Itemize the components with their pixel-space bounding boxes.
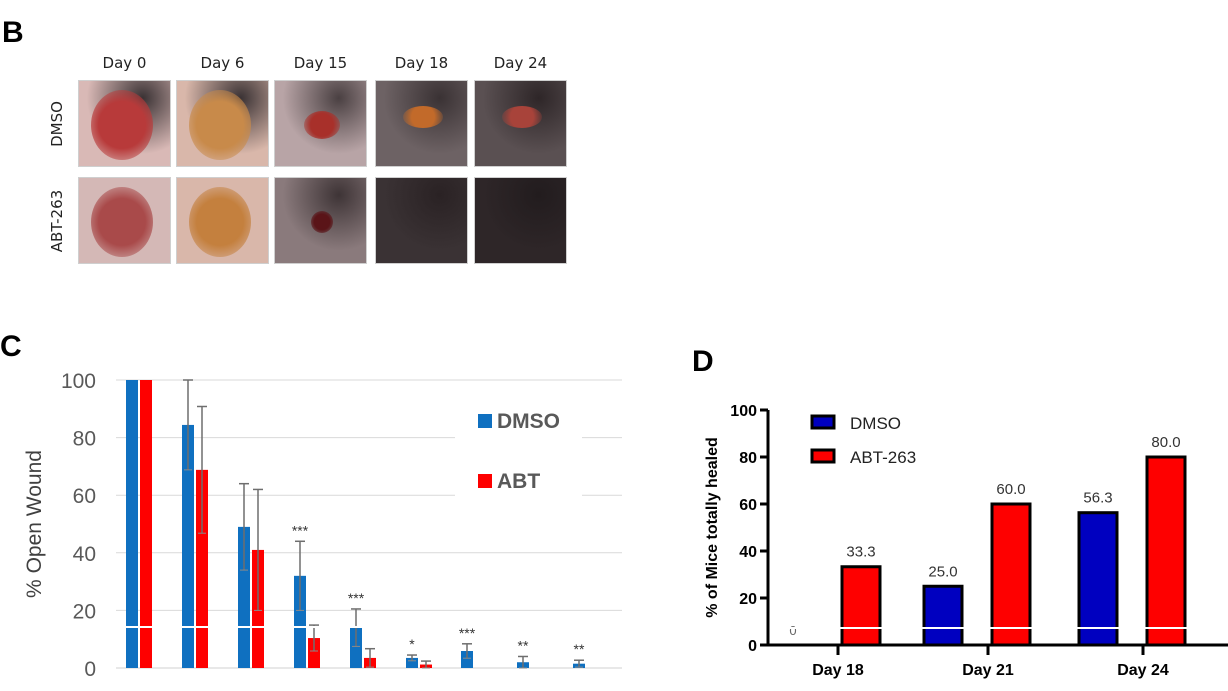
day-label: Day 15 — [293, 54, 348, 72]
wound-area — [303, 110, 340, 139]
legend-swatch-dmso — [810, 414, 836, 430]
wound-area — [90, 186, 153, 257]
bar-dmso — [350, 627, 362, 668]
legend-label: ABT — [497, 470, 540, 493]
legend-label: DMSO — [850, 414, 901, 433]
y-tick-label: 60 — [739, 497, 757, 514]
wound-photo — [78, 80, 171, 167]
bar-abt — [140, 380, 152, 668]
bar-abt-263 — [990, 502, 1032, 647]
legend-swatch-abt-263 — [810, 448, 836, 464]
bar-dmso — [182, 424, 194, 668]
bar-dmso — [238, 526, 250, 668]
day-label: Day 0 — [102, 54, 147, 72]
wound-photo — [176, 177, 269, 264]
y-tick-label: 40 — [739, 544, 757, 561]
x-tick-label: Day 21 — [962, 662, 1014, 679]
data-label: 25.0 — [928, 563, 957, 580]
bar-dmso — [461, 651, 473, 668]
wound-photo — [474, 177, 567, 264]
legend-swatch-abt — [478, 474, 492, 488]
panel-d-letter: D — [692, 345, 714, 378]
legend-swatch-dmso — [478, 414, 492, 428]
x-tick-label: Day 18 — [812, 662, 864, 679]
legend-label: ABT-263 — [850, 448, 916, 467]
data-label: 0 — [789, 623, 796, 638]
significance-marker: *** — [348, 590, 365, 606]
bar-dmso — [922, 584, 964, 647]
bar-abt-263 — [840, 565, 882, 647]
y-tick-label: 80 — [739, 450, 757, 467]
legend-label: DMSO — [497, 410, 560, 433]
wound-photo — [274, 80, 367, 167]
wound-area — [90, 89, 153, 160]
bar-abt — [196, 469, 208, 668]
panel-b-letter: B — [2, 16, 24, 49]
wound-photo — [375, 177, 468, 264]
chart-d-mice-healed: 0 20 40 60 80 100 % of Mice totally healed Day … — [704, 403, 1228, 679]
significance-marker: *** — [292, 522, 309, 538]
wound-area — [501, 105, 542, 128]
y-tick-label: 100 — [61, 370, 96, 393]
significance-marker: * — [409, 636, 415, 652]
y-tick-label: 20 — [73, 600, 96, 623]
y-tick-label: 40 — [73, 543, 96, 566]
wound-photo — [375, 80, 468, 167]
wound-area — [188, 89, 251, 160]
panel-c-letter: C — [0, 330, 22, 363]
bar-dmso — [1077, 511, 1119, 647]
wound-area — [310, 210, 333, 233]
wound-area — [402, 105, 443, 128]
wound-photo — [474, 80, 567, 167]
data-label: 56.3 — [1083, 490, 1112, 507]
bar-dmso — [406, 657, 418, 668]
day-label: Day 6 — [200, 54, 245, 72]
significance-marker: *** — [459, 625, 476, 641]
data-label: 60.0 — [996, 481, 1025, 498]
data-label: 80.0 — [1151, 434, 1180, 451]
y-axis-label: % Open Wound — [23, 450, 46, 598]
wound-photo — [176, 80, 269, 167]
wound-area — [188, 186, 251, 257]
wound-photo — [274, 177, 367, 264]
bar-abt — [308, 638, 320, 668]
y-tick-label: 0 — [748, 638, 757, 655]
day-label: Day 24 — [493, 54, 548, 72]
y-axis-label: % of Mice totally healed — [704, 437, 721, 617]
significance-marker: ** — [574, 641, 585, 657]
y-tick-label: 20 — [739, 591, 757, 608]
y-tick-label: 0 — [84, 658, 96, 681]
bar-dmso — [294, 575, 306, 668]
day-label: Day 18 — [394, 54, 449, 72]
wound-photo — [78, 177, 171, 264]
bar-dmso — [126, 380, 138, 668]
bar-abt-263 — [1145, 455, 1187, 647]
y-tick-label: 60 — [73, 485, 96, 508]
y-tick-label: 80 — [73, 428, 96, 451]
x-tick-label: Day 24 — [1117, 662, 1169, 679]
significance-marker: ** — [518, 637, 529, 653]
y-tick-label: 100 — [730, 403, 757, 420]
data-label: 33.3 — [846, 544, 875, 561]
